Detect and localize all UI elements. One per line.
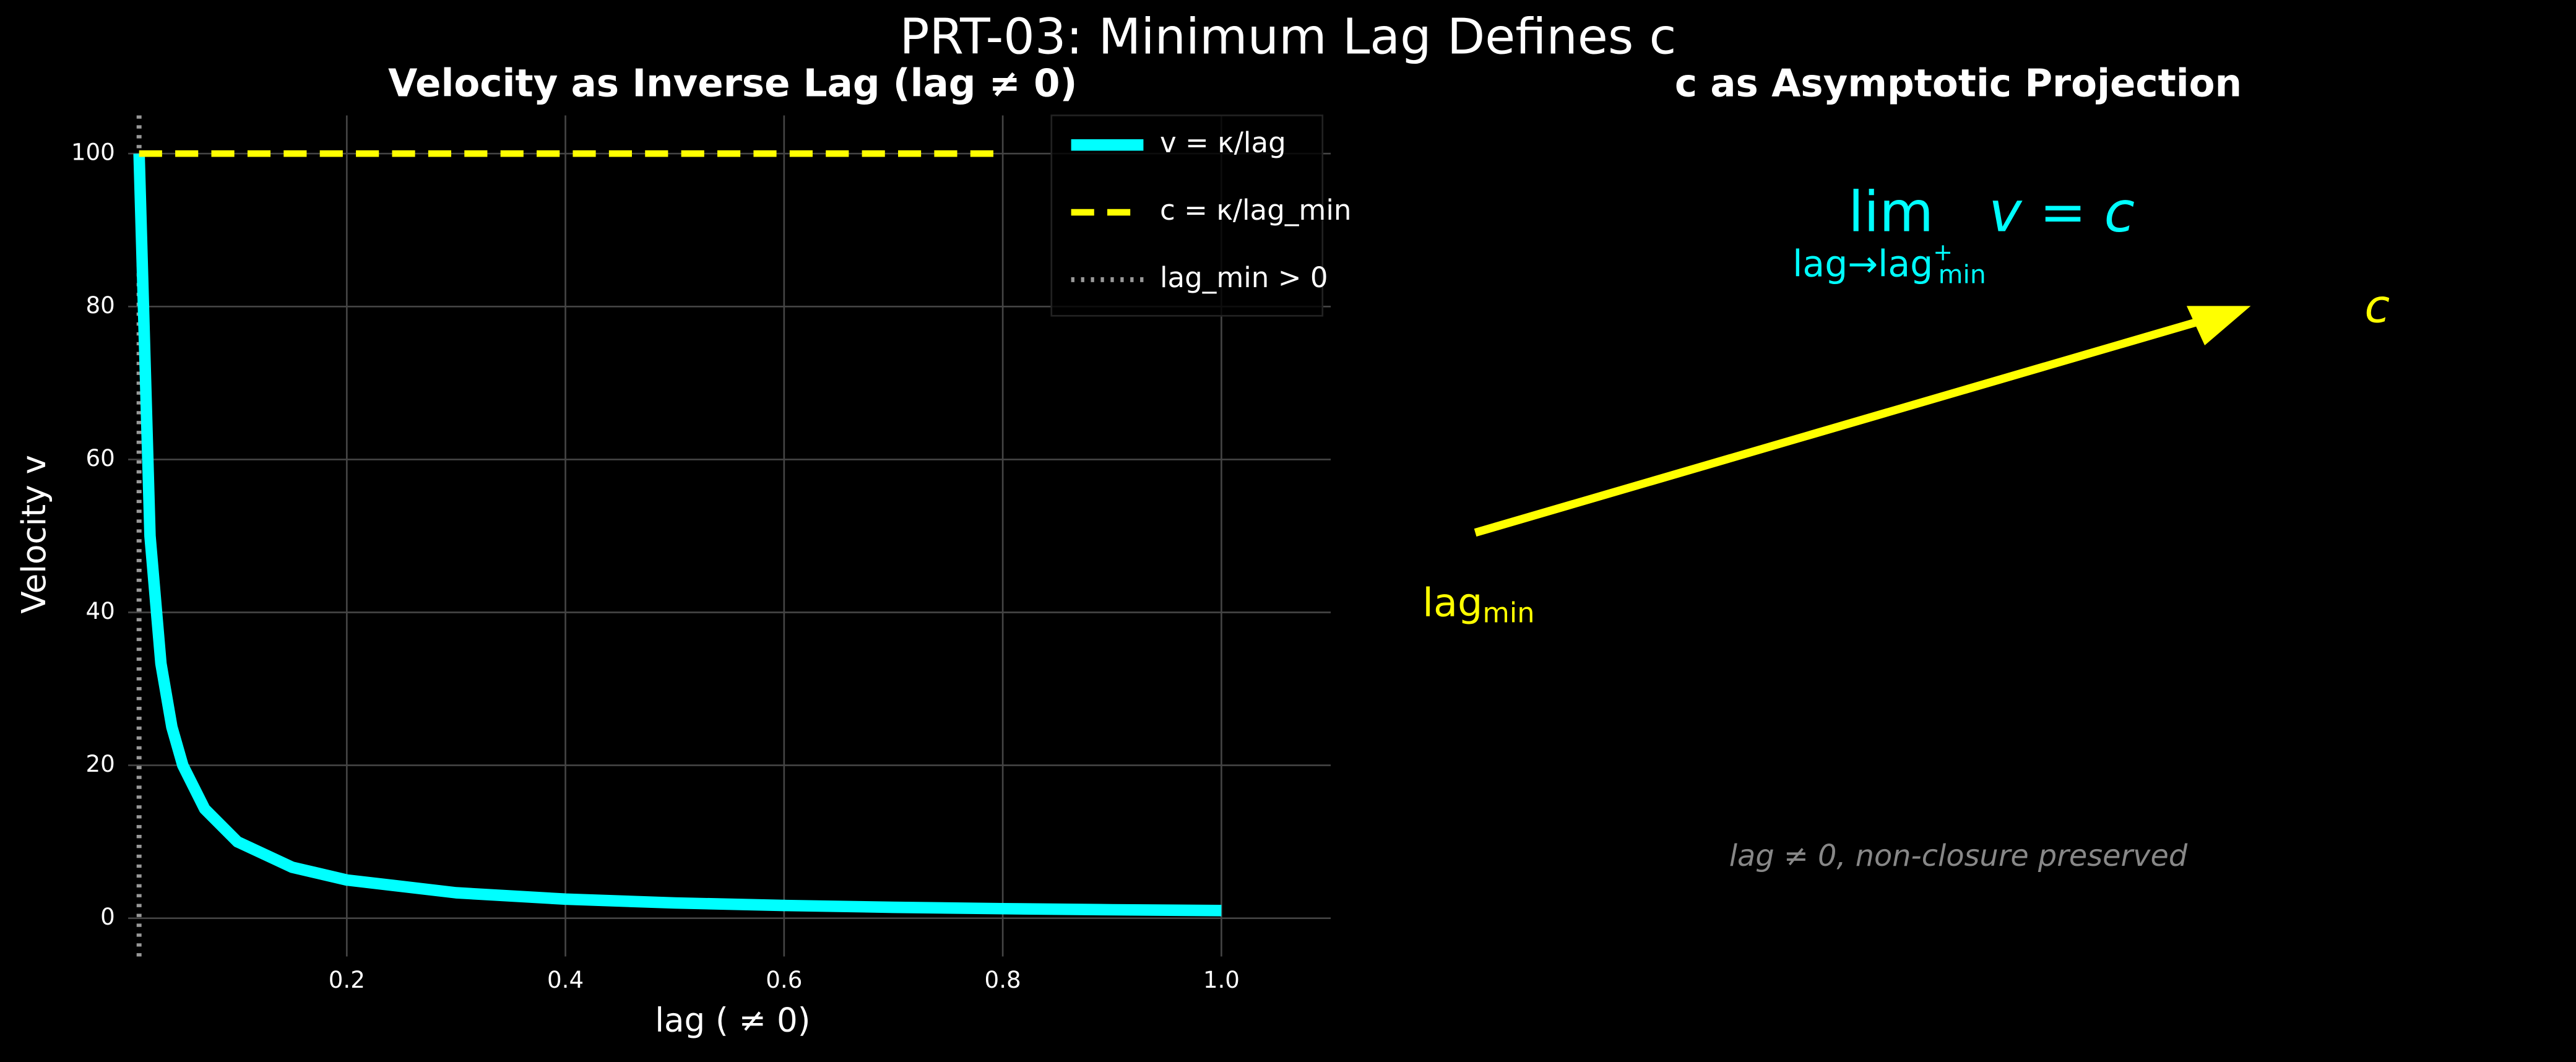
- legend-label: v = κ/lag: [1160, 126, 1286, 159]
- series-line: [133, 153, 1222, 917]
- y-tick-label: 60: [86, 445, 115, 472]
- annotation-text: lag→lag: [1792, 243, 1933, 285]
- annotation-text: lim: [1848, 179, 1934, 244]
- annotation-text: lag: [1422, 580, 1482, 626]
- annotation: lagmin: [1422, 580, 1534, 629]
- x-axis-label: lag ( ≠ 0): [655, 1001, 810, 1039]
- x-tick-label: 1.0: [1203, 967, 1240, 993]
- legend-label: c = κ/lag_min: [1160, 194, 1351, 227]
- annotation-text: v = c: [1989, 179, 2135, 244]
- y-axis-label: Velocity v: [15, 455, 53, 614]
- y-tick-label: 80: [86, 292, 115, 319]
- annotation-sub: min: [1938, 260, 1986, 290]
- figure-title: PRT-03: Minimum Lag Defines c: [900, 7, 1677, 65]
- annotation-text: lag ≠ 0, non-closure preserved: [1729, 839, 2188, 873]
- annotation: v = c: [1989, 179, 2135, 244]
- y-tick-label: 40: [86, 598, 115, 624]
- legend-label: lag_min > 0: [1160, 261, 1328, 294]
- x-tick-label: 0.4: [547, 967, 584, 993]
- annotation-text: c: [2364, 279, 2390, 333]
- annotation: lim: [1848, 179, 1934, 244]
- annotation-sup: +: [1933, 238, 1953, 266]
- left-title: Velocity as Inverse Lag (lag ≠ 0): [388, 61, 1077, 105]
- y-tick-label: 100: [71, 139, 115, 166]
- annotation: c: [2364, 279, 2390, 333]
- x-tick-label: 0.6: [766, 967, 802, 993]
- y-tick-label: 20: [86, 751, 115, 777]
- arrow-head: [2186, 306, 2251, 346]
- x-tick-label: 0.2: [329, 967, 365, 993]
- x-tick-label: 0.8: [985, 967, 1021, 993]
- arrow-shaft: [1474, 316, 2203, 537]
- annotation-sub: min: [1482, 597, 1534, 629]
- y-tick-label: 0: [100, 904, 115, 930]
- right-title: c as Asymptotic Projection: [1675, 61, 2242, 105]
- annotation: lag→lag+ min: [1792, 238, 1986, 290]
- annotation: lag ≠ 0, non-closure preserved: [1729, 839, 2188, 873]
